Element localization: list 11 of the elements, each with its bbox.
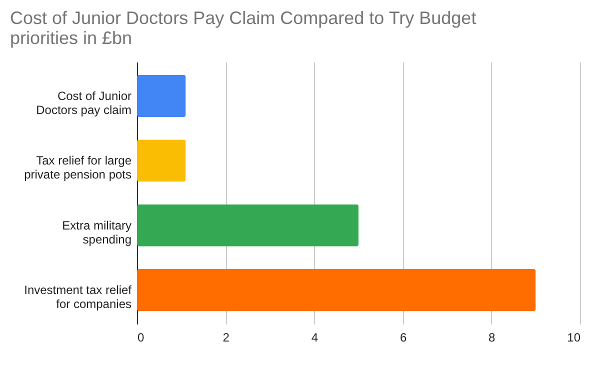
y-tick-label: Tax relief for large private pension pots (24, 154, 132, 182)
x-tick-label: 6 (400, 330, 407, 344)
y-tick-label: Investment tax relief for companies (24, 283, 132, 312)
x-tick-label: 10 (567, 330, 581, 344)
x-tick-label: 8 (488, 330, 496, 344)
y-tick-label: Cost of Junior Doctors pay claim (36, 88, 132, 117)
x-tick-label: 0 (138, 330, 144, 344)
x-tick-label: 2 (222, 330, 230, 344)
y-tick-label: Extra military spending (62, 218, 132, 246)
chart-title: Cost of Junior Doctors Pay Claim Compared to Try Budget priorities in £bn (10, 8, 476, 48)
x-tick-label: 4 (311, 330, 318, 344)
